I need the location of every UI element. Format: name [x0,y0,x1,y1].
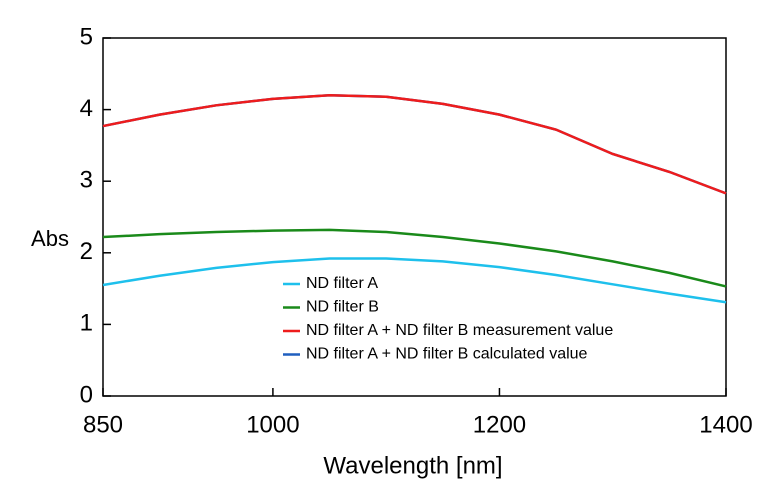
y-tick-label: 2 [80,238,93,265]
y-tick-label: 1 [80,310,93,337]
x-axis-label: Wavelength [nm] [323,452,502,479]
x-tick-label: 1400 [699,411,752,438]
series-line [102,257,727,304]
legend-label: ND filter A + ND filter B measurement va… [306,322,613,339]
series-line [102,94,727,195]
x-tick-label: 1200 [473,411,526,438]
legend-label: ND filter A + ND filter B calculated val… [306,346,588,363]
plot-frame [102,37,727,397]
y-tick-label: 5 [80,23,93,50]
y-tick-label: 0 [80,381,93,408]
x-tick-label: 850 [83,411,123,438]
y-tick-label: 4 [80,95,93,122]
legend-label: ND filter A [306,275,378,292]
x-tick-label: 1000 [246,411,299,438]
series-line [102,94,727,195]
legend-label: ND filter B [306,299,379,316]
y-tick-label: 3 [80,167,93,194]
y-axis-label: Abs [31,226,69,251]
series-line [102,228,727,288]
